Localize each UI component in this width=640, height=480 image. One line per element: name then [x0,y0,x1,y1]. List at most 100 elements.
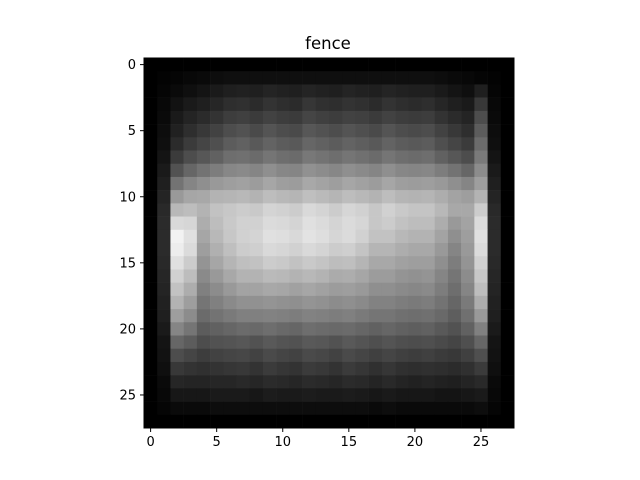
heatmap-cell [355,282,369,297]
heatmap-cell [500,137,515,151]
heatmap-cell [447,71,462,85]
heatmap-cell [249,216,264,231]
heatmap-cell [236,203,251,217]
heatmap-cell [487,243,502,257]
heatmap-cell [474,216,488,231]
heatmap-cell [408,269,422,283]
heatmap-cell [315,256,330,270]
heatmap-cell [434,229,449,244]
heatmap-cell [395,309,409,323]
heatmap-cell [474,361,488,376]
heatmap-cell [447,309,462,323]
heatmap-cell [262,282,277,297]
heatmap-cell [461,295,475,310]
heatmap-cell [249,348,264,363]
heatmap-cell [236,401,251,416]
heatmap-cell [500,335,515,350]
heatmap-cell [157,295,171,310]
heatmap-cell [249,322,264,336]
heatmap-cell [157,256,171,270]
heatmap-cell [144,176,158,191]
heatmap-cell [276,190,290,204]
heatmap-cell [461,137,475,151]
heatmap-cell [196,361,211,376]
heatmap-cell [223,71,237,85]
heatmap-cell [421,137,436,151]
heatmap-cell [249,229,264,244]
heatmap-cell [157,309,171,323]
heatmap-cell [368,282,383,297]
heatmap-cell [355,71,369,85]
heatmap-cell [500,375,515,389]
heatmap-cell [223,269,237,283]
heatmap-cell [210,322,224,336]
heatmap-cell [355,375,369,389]
heatmap-cell [262,335,277,350]
heatmap-cell [487,335,502,350]
heatmap-cell [315,269,330,283]
heatmap-cell [329,309,343,323]
heatmap-cell [461,58,475,72]
heatmap-cell [500,229,515,244]
heatmap-cell [262,58,277,72]
heatmap-cell [262,97,277,112]
heatmap-cell [276,335,290,350]
heatmap-cell [249,110,264,125]
heatmap-cell [157,243,171,257]
heatmap-cell [236,97,251,112]
heatmap-cell [170,375,184,389]
heatmap-cell [157,216,171,231]
heatmap-cell [408,137,422,151]
heatmap-cell [381,243,396,257]
heatmap-cell [196,58,211,72]
heatmap-cell [144,163,158,178]
heatmap-cell [144,84,158,98]
heatmap-cell [408,348,422,363]
heatmap-cell [474,414,488,429]
heatmap-cell [342,282,356,297]
heatmap-cell [223,282,237,297]
heatmap-cell [276,124,290,138]
heatmap-cell [157,137,171,151]
heatmap-cell [500,150,515,165]
heatmap-cell [157,269,171,283]
heatmap-cell [170,414,184,429]
heatmap-cell [342,388,356,402]
heatmap-cell [421,361,436,376]
heatmap-cell [421,243,436,257]
heatmap-cell [447,335,462,350]
heatmap-cell [381,375,396,389]
heatmap-cell [223,322,237,336]
x-tick-label: 15 [341,435,358,450]
heatmap-cell [276,229,290,244]
heatmap-cell [487,295,502,310]
heatmap-cell [315,401,330,416]
heatmap-cell [434,375,449,389]
heatmap-cell [170,361,184,376]
heatmap-cell [447,203,462,217]
heatmap-cell [381,282,396,297]
heatmap-cell [342,243,356,257]
heatmap-cell [461,335,475,350]
heatmap-cell [144,137,158,151]
heatmap-cell [447,58,462,72]
heatmap-cell [342,401,356,416]
heatmap-cell [183,348,198,363]
heatmap-cell [249,295,264,310]
heatmap-cell [355,84,369,98]
heatmap-cell [487,110,502,125]
heatmap-cell [408,401,422,416]
heatmap-cell [368,190,383,204]
heatmap-cell [461,216,475,231]
heatmap-cell [157,163,171,178]
heatmap-cell [408,282,422,297]
heatmap-cell [408,58,422,72]
heatmap-cell [302,203,317,217]
heatmap-cell [447,190,462,204]
heatmap-cell [144,150,158,165]
heatmap-cell [474,309,488,323]
heatmap-cell [170,243,184,257]
heatmap-cell [302,150,317,165]
heatmap-cell [210,282,224,297]
heatmap-cell [157,110,171,125]
